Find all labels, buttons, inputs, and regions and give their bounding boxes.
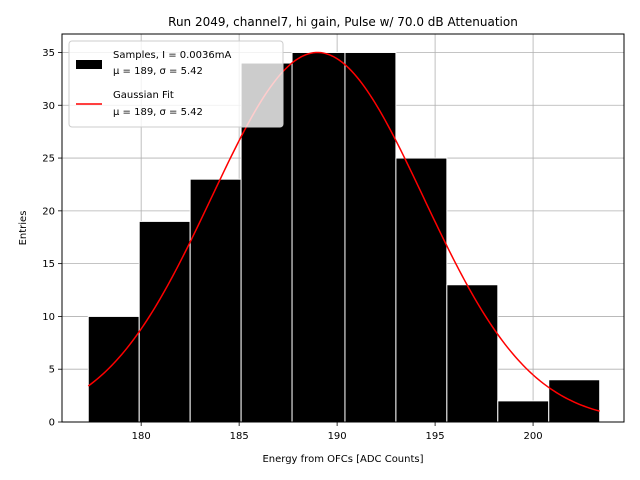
y-tick-label: 25 (42, 154, 55, 165)
histogram-bar (344, 51, 397, 423)
x-axis-label: Energy from OFCs [ADC Counts] (262, 454, 423, 465)
x-tick-label: 180 (132, 431, 151, 442)
chart-title: Run 2049, channel7, hi gain, Pulse w/ 70… (168, 15, 518, 29)
gaussian-fit-curve (87, 51, 600, 412)
histogram-bar (291, 51, 346, 423)
x-tick-label: 195 (426, 431, 445, 442)
legend-fit-name: Gaussian Fit (113, 90, 174, 101)
legend: Samples, I = 0.0036mA μ = 189, σ = 5.42 … (68, 40, 284, 128)
histogram-bar (189, 178, 242, 423)
histogram-bar (497, 400, 550, 423)
histogram-bar (395, 157, 448, 423)
legend-fit-stats: μ = 189, σ = 5.42 (113, 107, 203, 118)
legend-box (68, 40, 284, 128)
x-tick-label: 190 (328, 431, 347, 442)
legend-samples-swatch (76, 60, 102, 69)
y-tick-label: 20 (42, 206, 55, 217)
y-tick-label: 5 (49, 365, 55, 376)
y-tick-label: 15 (42, 259, 55, 270)
legend-samples-name: Samples, I = 0.0036mA (113, 50, 231, 61)
y-axis-ticks: 0 5 10 15 20 25 30 35 (42, 48, 62, 429)
gaussian-fit-line (87, 51, 600, 412)
y-tick-label: 30 (42, 101, 55, 112)
y-tick-label: 10 (42, 312, 55, 323)
y-axis-label: Entries (18, 211, 29, 246)
histogram-bar (446, 284, 499, 423)
x-tick-label: 185 (230, 431, 249, 442)
y-tick-label: 35 (42, 48, 55, 59)
y-tick-label: 0 (49, 418, 55, 429)
x-axis-ticks: 180 185 190 195 200 (132, 422, 543, 442)
histogram-bar (548, 379, 601, 423)
histogram-bar (87, 315, 140, 423)
legend-samples-stats: μ = 189, σ = 5.42 (113, 66, 203, 77)
plot-frame (61, 33, 625, 423)
x-tick-label: 200 (524, 431, 543, 442)
